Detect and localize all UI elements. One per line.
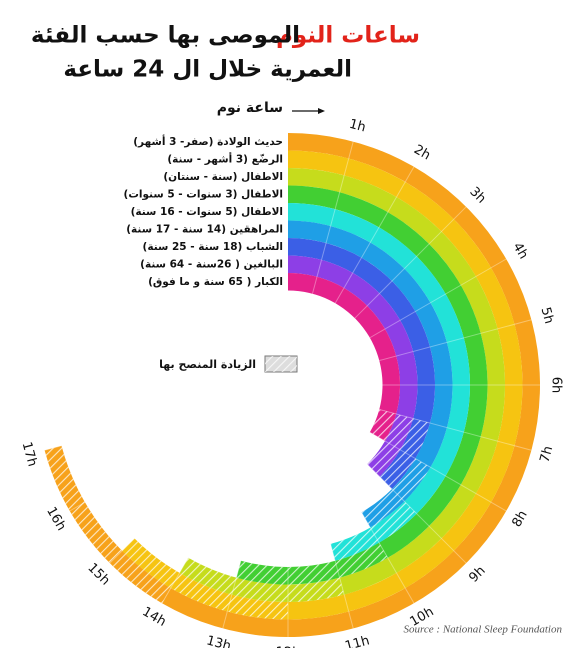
ring-bar [288, 185, 488, 558]
legend-label: المراهقين (14 سنة - 17 سنة) [126, 223, 283, 235]
tick-label: 9h [466, 563, 488, 585]
hour-divider [311, 476, 354, 629]
hour-divider [354, 451, 467, 564]
ring-bar [288, 273, 400, 414]
tick-label: 16h [43, 505, 68, 534]
tick-label: 12h [276, 646, 301, 648]
tick-label: 11h [343, 633, 371, 648]
hour-divider [334, 166, 415, 304]
ring-bar [288, 238, 435, 424]
axis-label: ساعة نوم [217, 100, 283, 116]
hour-divider [311, 141, 354, 294]
hour-divider [222, 476, 265, 629]
tick-label: 8h [509, 508, 530, 530]
hour-divider [334, 466, 415, 604]
hatch-overlay [44, 445, 171, 604]
hatch-overlay [379, 418, 430, 489]
ring-bar [288, 220, 453, 468]
hatch-overlay [369, 409, 397, 441]
axis-arrow-head [318, 108, 325, 114]
tick-label: 17h [19, 440, 40, 468]
tick-label: 14h [140, 604, 169, 629]
hatch-overlay [236, 542, 388, 585]
tick-label: 13h [205, 633, 233, 648]
hour-divider [379, 408, 532, 451]
hour-divider [369, 431, 507, 512]
tick-label: 4h [509, 240, 530, 262]
ring-bar [288, 255, 418, 419]
legend-label: حديث الولادة (صفر- 3 أشهر) [133, 134, 283, 148]
hour-divider [109, 451, 222, 564]
legend-label: الرضّع (3 أشهر - سنة) [167, 151, 283, 165]
title-highlight: ساعات النوم [276, 23, 420, 49]
tick-label: 5h [537, 306, 556, 326]
legend-label: الاطفال (5 سنوات - 16 سنة) [131, 206, 283, 218]
hour-divider [69, 431, 207, 512]
hatch-label: الزيادة المنصح بها [159, 358, 256, 371]
hour-divider [44, 408, 197, 451]
tick-label: 15h [84, 560, 112, 588]
tick-label: 1h [347, 117, 367, 136]
hatch-overlay [367, 413, 414, 477]
hatch-swatch-pattern [265, 356, 297, 372]
title: الموصى بها حسب الفئة [31, 23, 300, 49]
legend-label: الكبار ( 65 سنة و ما فوق) [148, 276, 283, 288]
hatch-overlay [361, 458, 431, 528]
legend-label: الاطفال (3 سنوات - 5 سنوات) [124, 188, 283, 200]
legend-label: الاطفال (سنة - سنتان) [163, 171, 283, 183]
hatch-overlay [122, 538, 288, 620]
hour-divider [161, 466, 242, 604]
tick-label: 7h [537, 444, 556, 464]
hour-divider [379, 319, 532, 362]
hatch-overlay [330, 501, 417, 561]
tick-label: 2h [411, 142, 433, 163]
title-line2: العمرية خلال ال 24 ساعة [63, 57, 352, 83]
ring-bar [288, 203, 470, 514]
tick-label: 6h [549, 377, 564, 394]
hour-divider [354, 206, 467, 319]
legend-label: الشباب (18 سنة - 25 سنة) [143, 241, 283, 253]
legend-label: البالغين ( 26سنة - 64 سنة) [140, 258, 283, 270]
hatch-overlay [179, 557, 345, 602]
source: Source : National Sleep Foundation [404, 624, 563, 636]
hour-divider [369, 258, 507, 339]
tick-label: 3h [466, 184, 488, 206]
